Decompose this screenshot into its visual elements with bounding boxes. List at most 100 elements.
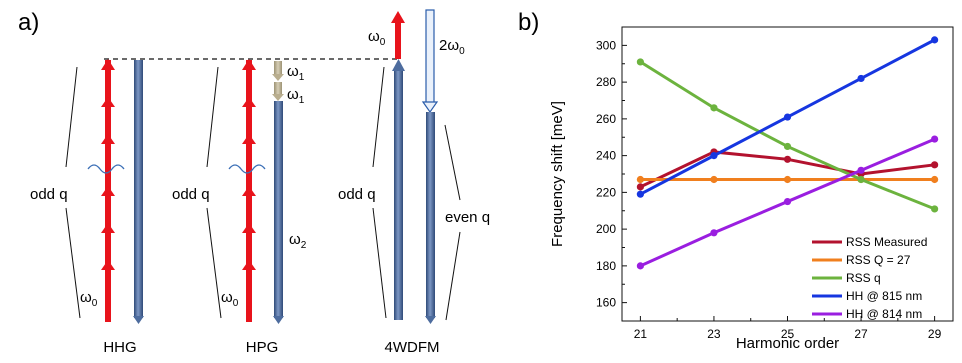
4wdfm-brace-right-bottom bbox=[445, 231, 461, 321]
y-tick-label: 260 bbox=[596, 112, 616, 126]
data-point bbox=[857, 175, 865, 184]
legend-label: RSS Measured bbox=[846, 235, 927, 249]
4wdfm-brace-left-bottom bbox=[372, 207, 387, 319]
y-tick-label: 200 bbox=[596, 222, 616, 236]
plot-frame bbox=[621, 26, 954, 322]
series-layer bbox=[636, 36, 939, 270]
4wdfm-even-q-label: even q bbox=[445, 209, 490, 226]
hpg-scheme-label: HPG bbox=[246, 339, 279, 356]
4wdfm-brace-right-top bbox=[444, 124, 461, 201]
x-axis: 21 23 25 27 29 bbox=[634, 316, 942, 341]
legend-item: RSS Measured bbox=[812, 235, 927, 249]
data-point bbox=[931, 161, 939, 169]
scheme-4wdfm: odd q even q ω0 2ω0 4WDFM bbox=[338, 9, 490, 356]
data-point bbox=[636, 262, 644, 270]
legend-label: HH @ 814 nm bbox=[846, 307, 922, 321]
hpg-omega1-arrows bbox=[272, 61, 284, 101]
y-tick-label: 300 bbox=[596, 38, 616, 52]
scheme-hhg: odd q ω0 HHG bbox=[30, 59, 144, 356]
series-3 bbox=[636, 36, 939, 198]
hhg-scheme-label: HHG bbox=[103, 339, 136, 356]
data-point bbox=[710, 104, 718, 112]
hpg-omega1-lower-label: ω1 bbox=[287, 86, 305, 106]
hhg-harmonic-arrowhead bbox=[133, 316, 144, 324]
hpg-brace-bottom bbox=[206, 207, 222, 319]
panel-a: a) odd q ω0 HHG bbox=[18, 9, 490, 356]
hpg-omega2-arrowhead bbox=[273, 316, 284, 324]
data-point bbox=[931, 175, 939, 184]
x-tick-label: 25 bbox=[781, 327, 795, 341]
data-point bbox=[783, 175, 792, 184]
4wdfm-scheme-label: 4WDFM bbox=[385, 339, 440, 356]
4wdfm-omega0-arrow bbox=[395, 22, 401, 59]
4wdfm-omega0-label: ω0 bbox=[368, 28, 386, 48]
data-point bbox=[783, 113, 792, 121]
data-point bbox=[636, 183, 644, 191]
data-point bbox=[710, 175, 718, 184]
y-axis: 160 180 200 220 240 260 280 300 bbox=[596, 26, 627, 322]
legend-label: RSS Q = 27 bbox=[846, 253, 911, 267]
x-tick-label: 29 bbox=[928, 327, 942, 341]
y-tick-label: 280 bbox=[596, 75, 616, 89]
x-tick-label: 27 bbox=[854, 327, 868, 341]
data-point bbox=[710, 152, 718, 160]
4wdfm-even-harmonic-arrow bbox=[426, 112, 435, 318]
hpg-omega2-label: ω2 bbox=[289, 231, 307, 251]
legend-item: RSS Q = 27 bbox=[812, 253, 911, 267]
4wdfm-odd-harmonic-arrow bbox=[394, 70, 403, 320]
data-point bbox=[857, 74, 865, 83]
legend-label: RSS q bbox=[846, 271, 881, 285]
panel-b: b) 160 180 200 220 240 260 280 300 21 23 25 27 29 R… bbox=[518, 9, 954, 352]
4wdfm-odd-q-label: odd q bbox=[338, 186, 376, 203]
hhg-omega0-label: ω0 bbox=[80, 289, 98, 309]
hpg-omega2-arrow bbox=[274, 101, 283, 318]
data-point bbox=[710, 229, 718, 237]
hhg-break-wave bbox=[87, 164, 125, 174]
x-tick-label: 23 bbox=[707, 327, 721, 341]
hpg-omega1-upper-label: ω1 bbox=[287, 63, 305, 83]
legend-item: HH @ 814 nm bbox=[812, 307, 922, 321]
data-point bbox=[931, 205, 939, 213]
panel-a-label: a) bbox=[18, 9, 39, 36]
chart: 160 180 200 220 240 260 280 300 21 23 25 27 29 RSS … bbox=[549, 26, 954, 352]
series-2 bbox=[636, 58, 939, 213]
y-tick-label: 160 bbox=[596, 296, 616, 310]
data-point bbox=[636, 58, 644, 66]
hhg-pump-arrows bbox=[101, 59, 115, 322]
4wdfm-brace-left-top bbox=[372, 66, 385, 168]
y-tick-label: 220 bbox=[596, 185, 616, 199]
data-point bbox=[783, 197, 792, 206]
x-axis-title: Harmonic order bbox=[736, 335, 839, 352]
panel-b-label: b) bbox=[518, 9, 539, 36]
legend-item: HH @ 815 nm bbox=[812, 289, 922, 303]
series-line bbox=[639, 60, 936, 211]
x-tick-label: 21 bbox=[634, 327, 648, 341]
hhg-harmonic-arrow bbox=[134, 60, 143, 318]
hhg-brace-top bbox=[65, 66, 78, 168]
hhg-brace-bottom bbox=[65, 207, 81, 319]
data-point bbox=[636, 175, 644, 184]
legend: RSS Measured RSS Q = 27 RSS q HH @ 815 nm HH… bbox=[812, 235, 927, 321]
scheme-hpg: odd q ω0 ω1 ω1 ω2 HPG bbox=[172, 59, 307, 356]
legend-item: RSS q bbox=[812, 271, 881, 285]
data-point bbox=[783, 142, 792, 151]
data-point bbox=[931, 135, 939, 143]
hpg-brace-top bbox=[206, 66, 219, 168]
legend-label: HH @ 815 nm bbox=[846, 289, 922, 303]
series-4 bbox=[636, 135, 939, 270]
hpg-odd-q-label: odd q bbox=[172, 186, 210, 203]
hpg-pump-arrows bbox=[242, 59, 256, 322]
series-1 bbox=[636, 175, 939, 184]
y-tick-label: 240 bbox=[596, 149, 616, 163]
4wdfm-even-harmonic-arrowhead bbox=[425, 316, 436, 324]
data-point bbox=[636, 190, 644, 198]
data-point bbox=[931, 36, 939, 44]
data-point bbox=[783, 155, 792, 163]
data-point bbox=[857, 166, 865, 174]
hpg-omega0-label: ω0 bbox=[221, 289, 239, 309]
4wdfm-two-omega-arrowhead bbox=[421, 101, 439, 114]
4wdfm-two-omega-arrow bbox=[425, 9, 435, 104]
y-tick-label: 180 bbox=[596, 259, 616, 273]
